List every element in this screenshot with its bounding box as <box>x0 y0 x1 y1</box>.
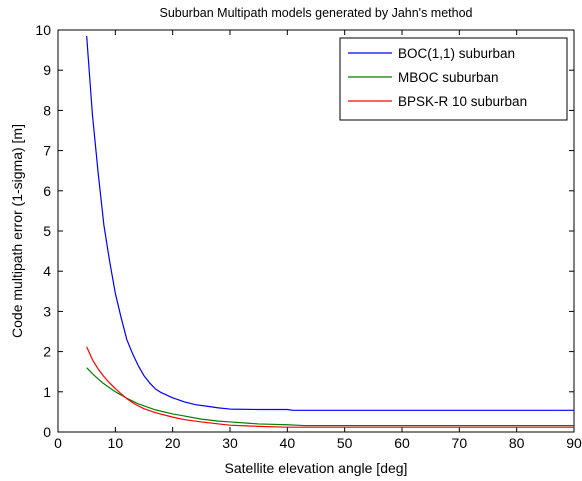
x-tick-label: 40 <box>280 435 296 451</box>
axis-ticks: 0 10 20 30 40 50 60 70 80 90 0 1 2 3 4 5 6 7 8 9 10 <box>35 22 582 451</box>
y-tick-label: 0 <box>43 424 51 440</box>
x-tick-label: 80 <box>509 435 525 451</box>
y-tick-label: 9 <box>43 62 51 78</box>
y-tick-label: 7 <box>43 143 51 159</box>
y-tick-label: 2 <box>43 344 51 360</box>
series-line-boc <box>86 35 574 411</box>
chart-title: Suburban Multipath models generated by J… <box>159 6 472 20</box>
x-tick-label: 60 <box>394 435 410 451</box>
x-tick-label: 30 <box>222 435 238 451</box>
series-line-bpsk <box>86 346 574 428</box>
series-line-mboc <box>86 367 574 427</box>
y-axis-label: Code multipath error (1-sigma) [m] <box>9 124 25 338</box>
x-tick-label: 10 <box>108 435 124 451</box>
y-tick-label: 10 <box>35 22 51 38</box>
y-tick-label: 5 <box>43 223 51 239</box>
x-tick-label: 20 <box>165 435 181 451</box>
x-tick-label: 50 <box>337 435 353 451</box>
legend-label-bpsk: BPSK-R 10 suburban <box>398 94 527 109</box>
x-axis-label: Satellite elevation angle [deg] <box>225 460 408 476</box>
legend-label-boc: BOC(1,1) suburban <box>398 46 515 61</box>
x-tick-label: 70 <box>452 435 468 451</box>
y-tick-label: 4 <box>43 263 51 279</box>
legend-label-mboc: MBOC suburban <box>398 70 499 85</box>
y-tick-label: 6 <box>43 183 51 199</box>
legend: BOC(1,1) suburban MBOC suburban BPSK-R 1… <box>339 37 568 121</box>
x-tick-label: 90 <box>566 435 582 451</box>
y-tick-label: 3 <box>43 303 51 319</box>
x-tick-label: 0 <box>54 435 62 451</box>
y-tick-label: 1 <box>43 384 51 400</box>
series-group <box>86 35 574 428</box>
legend-box <box>339 37 568 121</box>
y-tick-label: 8 <box>43 102 51 118</box>
